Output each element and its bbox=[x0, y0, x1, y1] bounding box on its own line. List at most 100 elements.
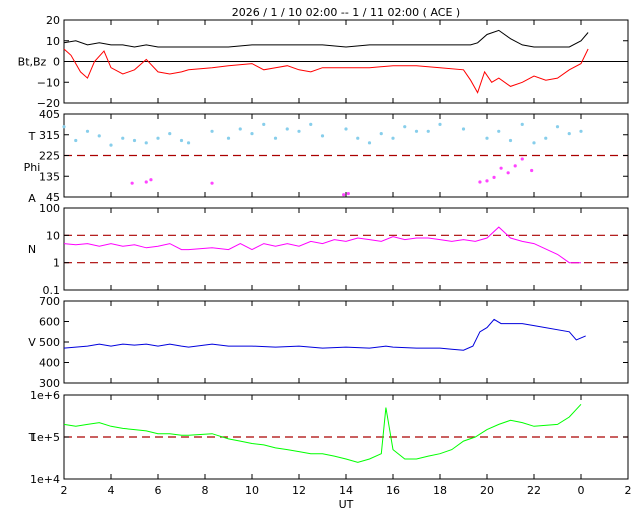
theta-point bbox=[532, 141, 536, 145]
theta-point bbox=[555, 125, 560, 129]
theta-point bbox=[97, 134, 101, 138]
theta-point bbox=[544, 136, 548, 140]
x-tick-label: 20 bbox=[480, 484, 494, 497]
phi-point bbox=[485, 179, 489, 183]
phi-point bbox=[478, 180, 482, 184]
phi-point bbox=[499, 166, 503, 170]
y-axis-label: T bbox=[28, 130, 36, 143]
theta-point bbox=[168, 131, 172, 136]
x-axis-label: UT bbox=[339, 498, 354, 511]
theta-point bbox=[186, 141, 191, 145]
y-axis-label: T bbox=[28, 431, 36, 444]
theta-point bbox=[461, 127, 466, 131]
y-tick-label: 135 bbox=[39, 170, 60, 183]
theta-point bbox=[132, 138, 137, 143]
theta-point bbox=[109, 143, 113, 147]
x-tick-label: 22 bbox=[527, 484, 541, 497]
x-tick-label: 18 bbox=[433, 484, 447, 497]
chart-title: 2026 / 1 / 10 02:00 -- 1 / 11 02:00 ( AC… bbox=[232, 6, 460, 19]
y-tick-label: 0.1 bbox=[43, 284, 61, 297]
n-series bbox=[63, 226, 581, 264]
phi-point bbox=[530, 168, 534, 173]
theta-point bbox=[320, 134, 325, 138]
x-tick-label: 16 bbox=[386, 484, 400, 497]
theta-point bbox=[210, 129, 214, 133]
theta-point bbox=[74, 138, 78, 143]
x-tick-label: 2 bbox=[61, 484, 68, 497]
theta-point bbox=[85, 129, 90, 133]
theta-point bbox=[485, 136, 489, 140]
theta-point bbox=[156, 136, 160, 140]
y-tick-label: 225 bbox=[39, 150, 60, 163]
y-axis-label: V bbox=[28, 336, 36, 349]
theta-point bbox=[285, 127, 289, 131]
y-tick-label: 0 bbox=[53, 56, 60, 69]
theta-point bbox=[226, 136, 231, 140]
panel-frame bbox=[63, 300, 629, 384]
y-tick-label: 315 bbox=[39, 129, 60, 142]
y-tick-label: 500 bbox=[39, 336, 60, 349]
theta-point bbox=[179, 138, 184, 143]
theta-point bbox=[309, 122, 313, 126]
theta-point bbox=[579, 129, 583, 133]
theta-point bbox=[391, 136, 395, 140]
x-tick-label: 4 bbox=[108, 484, 115, 497]
y-tick-label: 10 bbox=[46, 229, 60, 242]
phi-point bbox=[346, 191, 350, 196]
y-tick-label: 300 bbox=[39, 377, 60, 390]
y-tick-label: 1e+4 bbox=[30, 473, 60, 486]
y-tick-label: 10 bbox=[46, 35, 60, 48]
theta-point bbox=[238, 127, 242, 131]
x-tick-label: 2 bbox=[625, 484, 632, 497]
theta-point bbox=[250, 131, 254, 136]
phi-point bbox=[513, 164, 517, 168]
panels: 20100−10−20Bt,Bz40531522513545TPhiA10010… bbox=[18, 14, 629, 486]
y-tick-label: −20 bbox=[37, 97, 60, 110]
theta-point bbox=[520, 122, 524, 126]
x-tick-label: 0 bbox=[578, 484, 585, 497]
theta-point bbox=[62, 125, 66, 129]
y-axis-label: A bbox=[28, 192, 36, 205]
theta-point bbox=[438, 122, 442, 126]
y-tick-label: 1 bbox=[53, 257, 60, 270]
y-tick-label: 700 bbox=[39, 295, 60, 308]
theta-point bbox=[497, 129, 501, 133]
theta-point bbox=[262, 122, 266, 126]
y-tick-label: 20 bbox=[46, 14, 60, 27]
y-tick-label: −10 bbox=[37, 76, 60, 89]
theta-point bbox=[414, 129, 419, 133]
x-tick-label: 10 bbox=[245, 484, 259, 497]
y-tick-label: 1e+5 bbox=[30, 431, 60, 444]
y-axis-label: N bbox=[28, 243, 36, 256]
phi-point bbox=[149, 178, 153, 182]
phi-point bbox=[492, 175, 496, 180]
theta-point bbox=[144, 141, 148, 145]
theta-point bbox=[356, 136, 360, 140]
x-tick-label: 8 bbox=[202, 484, 209, 497]
y-axis-label: Bt,Bz bbox=[18, 56, 47, 69]
panel-2: 405 315 225 135 45 T Phi A bbox=[24, 108, 629, 205]
theta-point bbox=[273, 136, 278, 140]
y-tick-label: 100 bbox=[39, 202, 60, 215]
bt-series bbox=[63, 29, 589, 48]
y-tick-label: 405 bbox=[39, 108, 60, 121]
panel-4: 700 600 500 400 300 V bbox=[28, 295, 629, 390]
panel-3: 100 10 1 0.1 N bbox=[28, 202, 629, 297]
theta-point bbox=[367, 141, 372, 145]
theta-point bbox=[426, 129, 430, 133]
y-tick-label: 600 bbox=[39, 316, 60, 329]
phi-point bbox=[520, 157, 524, 161]
y-tick-label: 400 bbox=[39, 357, 60, 370]
x-tick-label: 6 bbox=[155, 484, 162, 497]
theta-point bbox=[344, 127, 348, 131]
x-tick-label: 14 bbox=[339, 484, 353, 497]
bz-series bbox=[63, 48, 589, 94]
x-tick-label: 12 bbox=[292, 484, 306, 497]
y-tick-label: 45 bbox=[46, 191, 60, 204]
theta-point bbox=[297, 129, 301, 133]
theta-point bbox=[508, 138, 513, 143]
phi-point bbox=[506, 171, 510, 175]
x-axis-ticks: 2 4 6 8 10 12 14 16 18 20 22 0 2 bbox=[61, 484, 632, 497]
temp-series bbox=[63, 403, 582, 463]
